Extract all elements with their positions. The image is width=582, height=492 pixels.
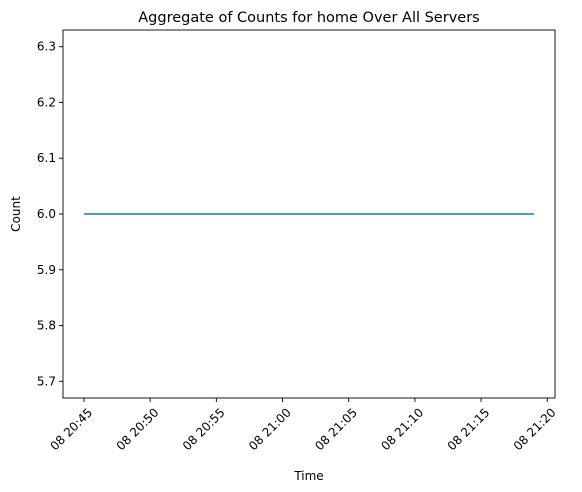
x-tick-label: 08 20:45: [47, 405, 95, 453]
x-tick-label: 08 21:00: [246, 405, 294, 453]
y-tick-label: 6.3: [37, 40, 56, 54]
x-tick-label: 08 20:50: [114, 405, 162, 453]
y-tick-label: 6.0: [37, 207, 56, 221]
y-axis: 5.7 5.8 5.9 6.0 6.1 6.2 6.3: [37, 40, 63, 388]
chart-title: Aggregate of Counts for home Over All Se…: [138, 10, 479, 26]
plot-area: [62, 29, 556, 399]
y-tick-label: 5.8: [37, 319, 56, 333]
x-tick-label: 08 21:15: [445, 405, 493, 453]
y-tick-label: 6.1: [37, 151, 56, 165]
x-axis-label: Time: [293, 469, 323, 483]
y-axis-label: Count: [9, 196, 23, 232]
x-tick-label: 08 21:05: [312, 405, 360, 453]
y-tick-label: 5.9: [37, 263, 56, 277]
x-axis: 08 20:45 08 20:50 08 20:55 08 21:00 08 21:05…: [47, 398, 559, 453]
x-tick-label: 08 21:10: [378, 405, 426, 453]
y-tick-label: 5.7: [37, 374, 56, 388]
x-tick-label: 08 20:55: [180, 405, 228, 453]
y-tick-label: 6.2: [37, 95, 56, 109]
x-tick-label: 08 21:20: [511, 405, 559, 453]
